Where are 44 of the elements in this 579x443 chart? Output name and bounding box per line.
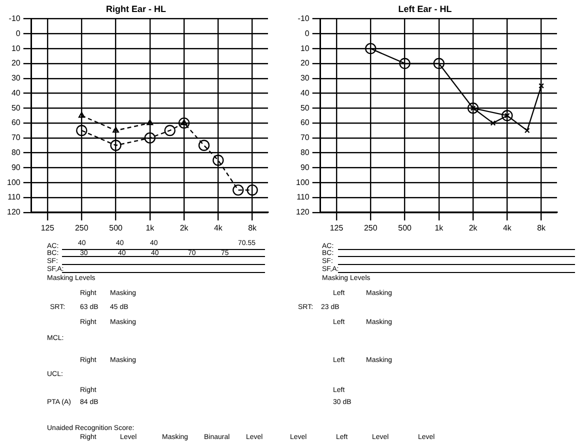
- y-tick-label: 20: [300, 58, 310, 68]
- y-tick-label: 90: [300, 162, 310, 172]
- y-tick-label: 50: [11, 103, 21, 112]
- y-tick-label: 50: [300, 103, 310, 112]
- chart-title: Right Ear - HL: [106, 4, 166, 14]
- x-tick-label: 8k: [248, 223, 258, 232]
- x-tick-label: 4k: [214, 223, 224, 232]
- y-tick-label: 120: [6, 208, 21, 217]
- y-tick-label: 30: [300, 74, 310, 83]
- x-tick-label: 1k: [434, 223, 444, 232]
- y-tick-label: 80: [11, 148, 21, 158]
- y-tick-label: 70: [11, 133, 21, 142]
- y-tick-label: 100: [6, 178, 21, 187]
- x-tick-label: 125: [330, 223, 344, 232]
- y-tick-label: 10: [11, 44, 21, 53]
- y-tick-label: 110: [8, 192, 21, 202]
- x-tick-label: 500: [109, 223, 124, 232]
- y-tick-label: 0: [304, 28, 310, 38]
- x-tick-label: 4k: [502, 223, 512, 232]
- y-tick-label: 80: [300, 148, 310, 158]
- x-tick-label: 250: [364, 223, 378, 232]
- x-tick-label: 2k: [180, 223, 190, 232]
- y-tick-label: 100: [296, 178, 310, 187]
- y-tick-label: 40: [11, 88, 21, 98]
- y-tick-label: 60: [300, 118, 310, 128]
- y-tick-label: -10: [298, 14, 310, 24]
- x-tick-label: 250: [74, 223, 89, 232]
- x-tick-label: 1k: [146, 223, 156, 232]
- y-tick-label: 110: [296, 192, 310, 202]
- y-tick-label: 10: [300, 44, 310, 53]
- x-tick-label: 500: [398, 223, 412, 232]
- y-tick-label: 60: [11, 118, 21, 128]
- y-tick-label: 20: [11, 58, 21, 68]
- y-tick-label: 0: [16, 28, 21, 38]
- y-tick-label: 70: [300, 133, 310, 142]
- y-tick-label: 90: [11, 162, 21, 172]
- x-tick-label: 8k: [537, 223, 547, 232]
- y-tick-label: -10: [8, 14, 21, 24]
- y-tick-label: 40: [300, 88, 310, 98]
- x-tick-label: 125: [40, 223, 55, 232]
- y-tick-label: 30: [11, 74, 21, 83]
- x-tick-label: 2k: [468, 223, 478, 232]
- y-tick-label: 120: [296, 208, 310, 217]
- chart-title: Left Ear - HL: [398, 4, 452, 14]
